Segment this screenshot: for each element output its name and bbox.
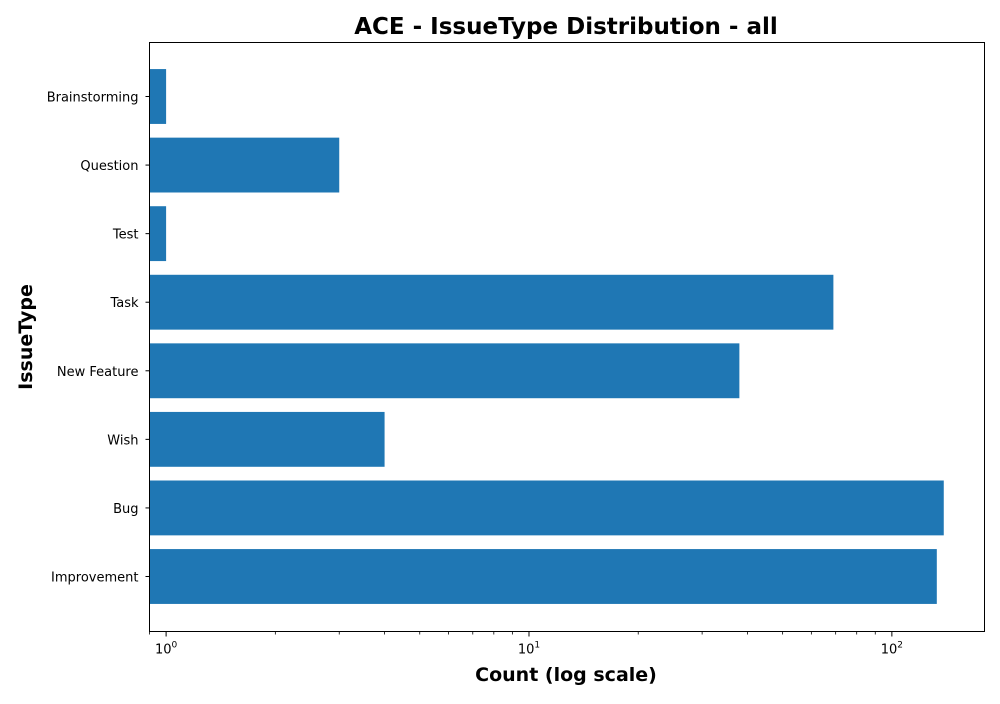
y-tick-label: Bug xyxy=(113,502,138,517)
y-tick-label: Test xyxy=(112,228,139,243)
x-tick-label: 101 xyxy=(518,641,540,658)
bar-test xyxy=(149,206,167,262)
y-tick-label: Brainstorming xyxy=(47,91,139,106)
x-tick-label: 100 xyxy=(155,641,178,658)
bars-layer xyxy=(149,69,944,604)
x-axis-label: Count (log scale) xyxy=(475,664,657,686)
y-tick-label: New Feature xyxy=(57,365,139,380)
bar-task xyxy=(149,274,834,330)
plot-frame xyxy=(149,42,985,632)
y-tick-label: Wish xyxy=(107,433,138,448)
x-tick-label: 102 xyxy=(881,641,903,658)
bar-new-feature xyxy=(149,343,740,399)
y-tick-label: Task xyxy=(109,296,139,311)
bar-question xyxy=(149,137,340,193)
ticks-layer: Improvement Bug Wish New Feature Task Test Que… xyxy=(47,91,903,658)
bar-bug xyxy=(149,480,944,536)
y-tick-label: Improvement xyxy=(51,571,138,586)
y-axis-label: IssueType xyxy=(15,284,37,390)
bar-brainstorming xyxy=(149,69,167,124)
bar-wish xyxy=(149,411,385,467)
chart-title: ACE - IssueType Distribution - all xyxy=(354,14,778,40)
y-tick-label: Question xyxy=(80,159,138,174)
bar-improvement xyxy=(149,549,937,604)
